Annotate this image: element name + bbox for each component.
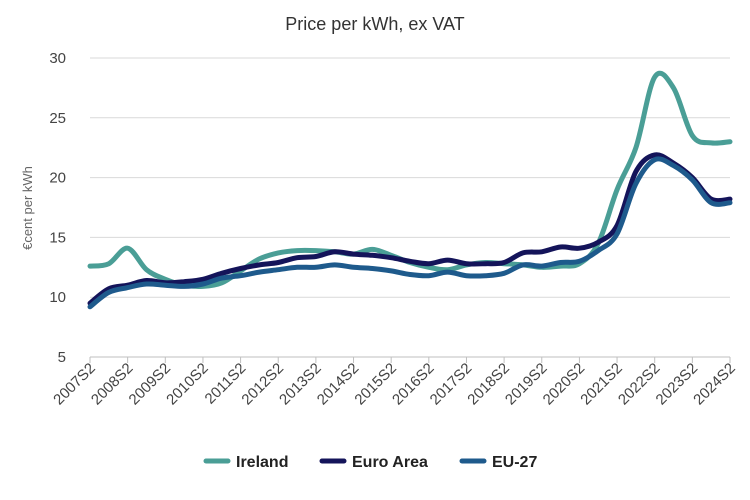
legend-label-ireland: Ireland (236, 454, 288, 471)
y-tick-label: 20 (49, 170, 66, 187)
y-axis-ticks: 5 10 15 20 25 30 (49, 50, 66, 366)
y-tick-label: 30 (49, 50, 66, 67)
legend-label-eu-27: EU-27 (492, 454, 537, 471)
series-line-eu-27 (87, 156, 733, 310)
legend-label-euro-area: Euro Area (352, 454, 428, 471)
y-tick-label: 10 (49, 289, 66, 306)
series-line-euro-area (87, 152, 733, 306)
x-axis-ticks: 2007S22008S22009S22010S22011S22012S22013… (50, 357, 739, 408)
gridlines (90, 57, 730, 358)
legend: Ireland Euro Area EU-27 (203, 454, 537, 471)
series-lines (87, 70, 733, 310)
y-tick-label: 15 (49, 229, 66, 246)
y-axis-label: €cent per kWh (20, 166, 35, 250)
y-tick-label: 25 (49, 110, 66, 127)
x-tick-label: 2024S2 (690, 360, 739, 409)
y-tick-label: 5 (58, 349, 66, 366)
x-tick-label: 2010S2 (163, 360, 212, 409)
chart-title: Price per kWh, ex VAT (285, 14, 464, 34)
